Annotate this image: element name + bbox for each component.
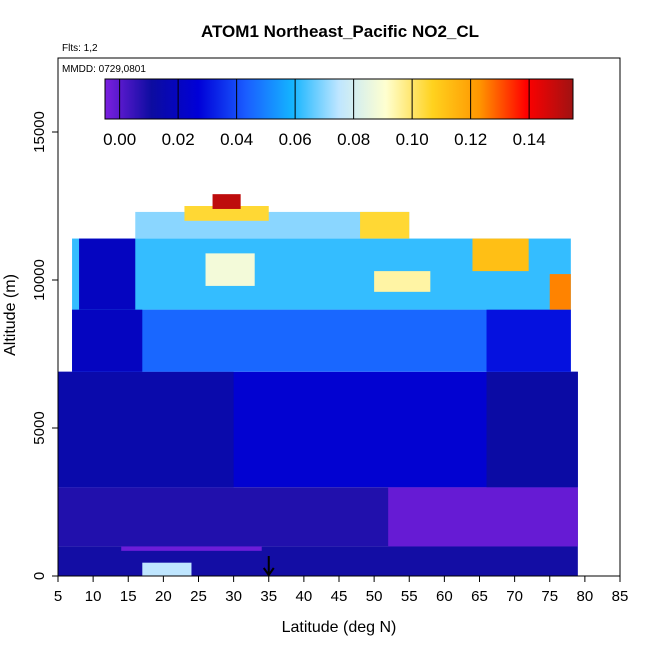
y-tick-label: 5000 bbox=[31, 411, 48, 444]
x-tick-label: 10 bbox=[85, 588, 102, 605]
colorbar-tick-label: 0.12 bbox=[454, 130, 487, 149]
y-tick-label: 10000 bbox=[31, 259, 48, 301]
heatmap-region-4 bbox=[388, 487, 578, 547]
x-tick-label: 70 bbox=[506, 588, 523, 605]
heatmap-region-14 bbox=[374, 271, 431, 292]
x-tick-label: 75 bbox=[541, 588, 558, 605]
heatmap-region-16 bbox=[549, 274, 571, 310]
heatmap-region-18 bbox=[360, 211, 410, 239]
x-tick-label: 30 bbox=[225, 588, 242, 605]
x-tick-label: 55 bbox=[401, 588, 418, 605]
x-tick-label: 80 bbox=[577, 588, 594, 605]
colorbar-tick-label: 0.14 bbox=[513, 130, 546, 149]
heatmap-region-9 bbox=[72, 309, 143, 372]
chart-title: ATOM1 Northeast_Pacific NO2_CL bbox=[201, 22, 479, 41]
x-tick-label: 85 bbox=[612, 588, 629, 605]
x-tick-label: 5 bbox=[54, 588, 62, 605]
x-axis: 5 10 15 20 25 30 35 40 45 50 55 60 65 70 75 80 85 bbox=[54, 576, 629, 605]
x-tick-label: 15 bbox=[120, 588, 137, 605]
heatmap-region-layer bbox=[58, 194, 578, 576]
heatmap-region-6 bbox=[58, 371, 234, 488]
colorbar-tick-label: 0.10 bbox=[396, 130, 429, 149]
colorbar-tick-label: 0.00 bbox=[103, 130, 136, 149]
colorbar: 0.00 0.02 0.04 0.06 0.08 0.10 0.12 0.14 bbox=[103, 78, 574, 149]
x-tick-label: 20 bbox=[155, 588, 172, 605]
date-annotation: MMDD: 0729,0801 bbox=[62, 64, 146, 75]
x-tick-label: 45 bbox=[331, 588, 348, 605]
latitude-marker-arrow bbox=[262, 556, 275, 577]
colorbar-bar bbox=[104, 78, 574, 120]
y-axis-label: Altitude (m) bbox=[2, 274, 19, 356]
x-tick-label: 60 bbox=[436, 588, 453, 605]
colorbar-tick-label: 0.08 bbox=[337, 130, 370, 149]
heatmap-region-12 bbox=[79, 238, 136, 310]
colorbar-tick-label: 0.02 bbox=[162, 130, 195, 149]
heatmap-region-19 bbox=[184, 206, 269, 221]
x-tick-label: 40 bbox=[296, 588, 313, 605]
colorbar-tick-label: 0.04 bbox=[220, 130, 253, 149]
y-tick-label: 15000 bbox=[31, 111, 48, 153]
heatmap-region-15 bbox=[472, 238, 529, 272]
colorbar-tick-label: 0.06 bbox=[279, 130, 312, 149]
heatmap-region-10 bbox=[486, 309, 571, 372]
heatmap-region-7 bbox=[486, 371, 578, 488]
heatmap-region-1 bbox=[142, 562, 192, 576]
x-tick-label: 25 bbox=[190, 588, 207, 605]
x-tick-label: 50 bbox=[366, 588, 383, 605]
x-tick-label: 65 bbox=[471, 588, 488, 605]
plot-frame bbox=[57, 57, 621, 577]
x-tick-label: 35 bbox=[260, 588, 277, 605]
y-tick-label: 0 bbox=[31, 572, 48, 580]
y-axis: 0 5000 10000 15000 bbox=[31, 111, 58, 580]
heatmap-region-13 bbox=[205, 253, 255, 286]
x-axis-label: Latitude (deg N) bbox=[282, 619, 397, 636]
heatmap-region-20 bbox=[212, 194, 241, 209]
flights-annotation: Flts: 1,2 bbox=[62, 43, 98, 54]
arrow-head bbox=[262, 567, 275, 577]
